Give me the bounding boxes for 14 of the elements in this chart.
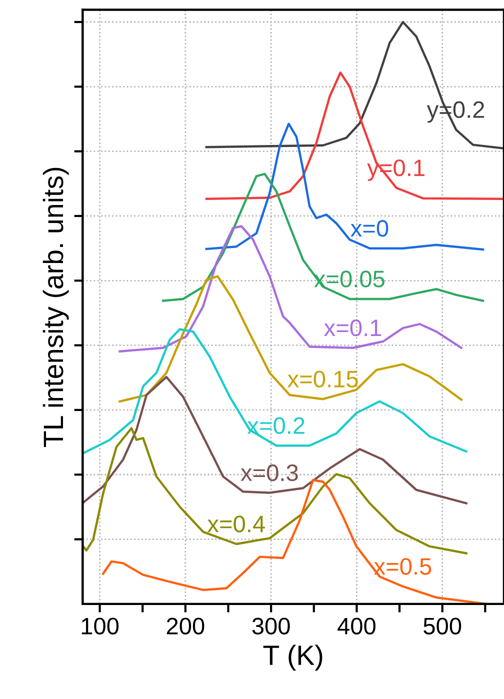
x-axis-title: T (K) <box>263 644 322 671</box>
series-label: x=0 <box>350 220 388 237</box>
x-tick-label: 400 <box>338 618 376 634</box>
series-label: x=0.1 <box>324 320 382 336</box>
x-tick-label: 100 <box>82 618 119 634</box>
x-tick-label: 300 <box>252 618 290 634</box>
series-label: x=0.5 <box>374 558 432 575</box>
x-tick-label: 500 <box>424 618 462 634</box>
series-label: x=0.15 <box>288 370 358 388</box>
y-axis-title: TL intensity (arb. units) <box>42 168 69 447</box>
series-label: x=0.4 <box>207 516 265 532</box>
series-label: x=0.3 <box>240 464 298 482</box>
series-label: x=0.2 <box>247 417 304 434</box>
x-tick-label: 200 <box>166 618 204 634</box>
